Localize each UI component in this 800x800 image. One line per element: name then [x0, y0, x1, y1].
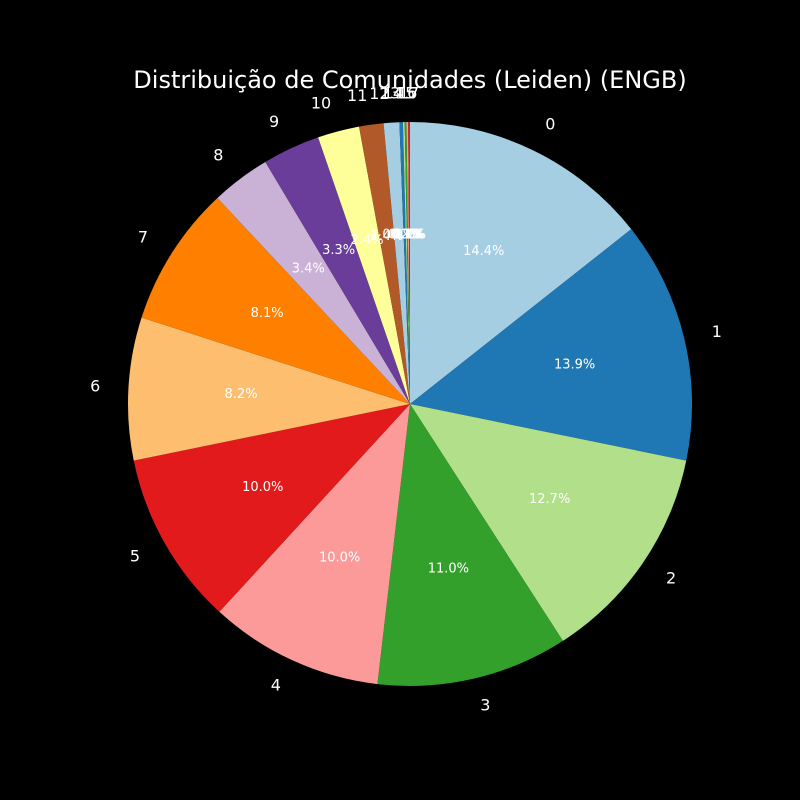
- pie-slice-4: [219, 404, 410, 685]
- pie-slice-15: [404, 122, 410, 405]
- pct-label-3: 11.0%: [428, 561, 469, 576]
- slice-label-13: 13: [380, 83, 400, 102]
- slice-label-6: 6: [90, 377, 100, 396]
- slice-label-7: 7: [138, 227, 148, 246]
- pct-label-2: 12.7%: [529, 492, 570, 507]
- pct-label-5: 10.0%: [242, 480, 283, 495]
- pie-slice-0: [410, 122, 632, 404]
- pie-slice-12: [383, 122, 410, 405]
- slice-label-14: 14: [383, 83, 403, 102]
- slice-label-10: 10: [311, 93, 331, 112]
- slice-label-4: 4: [271, 676, 281, 695]
- pct-label-15: 0.1%: [391, 227, 424, 242]
- pie-slice-17: [408, 122, 410, 404]
- slice-label-5: 5: [130, 546, 140, 565]
- slice-label-9: 9: [269, 112, 279, 131]
- pie-slice-13: [399, 122, 410, 404]
- pie-slice-7: [141, 197, 411, 404]
- slice-label-16: 16: [397, 83, 417, 102]
- pie-slice-9: [265, 137, 410, 405]
- pct-label-16: 0.1%: [392, 227, 425, 242]
- pct-label-6: 8.2%: [225, 387, 258, 402]
- slice-label-15: 15: [395, 83, 415, 102]
- pct-label-17: 0.1%: [393, 227, 426, 242]
- pie-slice-10: [318, 126, 410, 405]
- pct-label-7: 8.1%: [251, 306, 284, 321]
- pct-label-13: 0.2%: [388, 227, 421, 242]
- slice-label-11: 11: [347, 86, 367, 105]
- pct-label-1: 13.9%: [554, 357, 595, 372]
- pct-label-9: 3.3%: [322, 243, 355, 258]
- slice-label-12: 12: [369, 84, 389, 103]
- pie-slice-14: [402, 122, 410, 404]
- pie-slice-1: [410, 229, 692, 461]
- pct-label-11: 1.4%: [370, 229, 403, 244]
- pie-slice-16: [406, 122, 410, 405]
- slice-label-2: 2: [666, 569, 676, 588]
- pie-slice-8: [217, 161, 410, 404]
- slice-label-8: 8: [213, 146, 223, 165]
- pct-label-12: 0.9%: [382, 228, 415, 243]
- pie-slices: [128, 122, 692, 686]
- pie-slice-6: [128, 317, 410, 461]
- pie-slice-2: [410, 404, 687, 641]
- percentage-labels: 14.4% 13.9% 12.7% 11.0% 10.0% 10.0% 8.2% 8.1% 3.…: [225, 227, 596, 576]
- slice-label-0: 0: [545, 114, 555, 133]
- pct-label-14: 0.1%: [390, 227, 423, 242]
- pie-slice-5: [133, 404, 410, 612]
- chart-title: Distribuição de Comunidades (Leiden) (EN…: [133, 66, 686, 94]
- pct-label-10: 2.4%: [351, 233, 384, 248]
- slice-label-3: 3: [480, 696, 490, 715]
- pie-slice-11: [359, 123, 410, 405]
- pie-slice-3: [377, 404, 563, 686]
- slice-label-1: 1: [712, 322, 722, 341]
- pct-label-8: 3.4%: [292, 261, 325, 276]
- pct-label-0: 14.4%: [463, 244, 504, 259]
- slice-label-17: 17: [399, 83, 419, 102]
- pct-label-4: 10.0%: [319, 550, 360, 565]
